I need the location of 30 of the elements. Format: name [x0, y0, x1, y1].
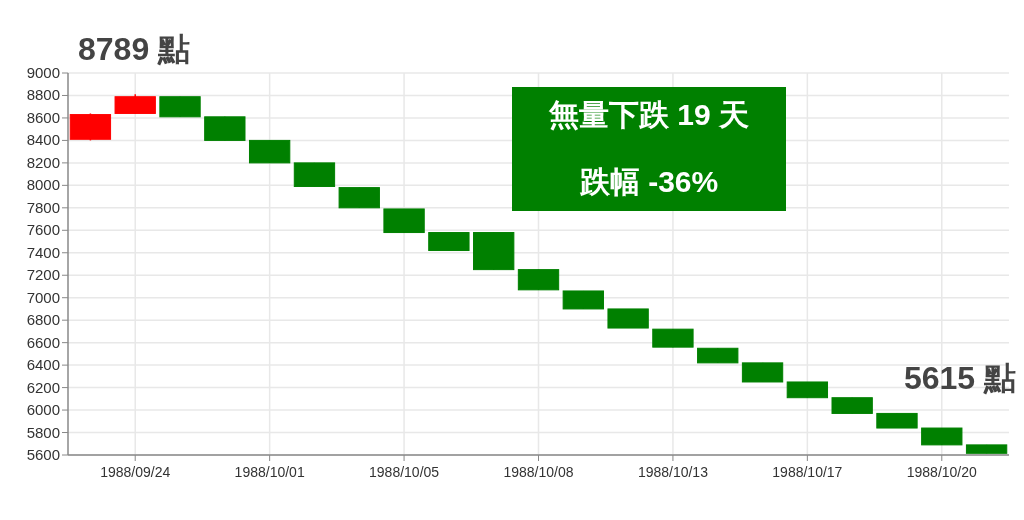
y-tick-label: 7600 [26, 221, 60, 239]
y-tick-label: 5600 [26, 446, 60, 463]
y-tick-label: 8000 [26, 176, 60, 194]
y-tick-label: 5800 [26, 423, 60, 441]
note-box: 無量下跌 19 天 跌幅 -36% [512, 87, 786, 211]
y-tick-label: 7000 [26, 288, 60, 306]
x-tick-label: 1988/10/08 [503, 464, 574, 480]
y-tick-label: 6600 [26, 333, 60, 351]
y-tick-label: 7800 [26, 198, 60, 216]
x-tick-label: 1988/10/13 [637, 464, 709, 480]
y-tick-label: 8800 [26, 86, 60, 104]
y-tick-label: 7200 [26, 266, 60, 284]
text: 8789 點 [78, 31, 191, 67]
x-tick-label: 1988/09/24 [100, 464, 171, 480]
y-tick-label: 8600 [26, 108, 60, 126]
y-tick-label: 6400 [26, 356, 60, 374]
x-tick-label: 1988/10/05 [369, 464, 440, 480]
y-tick-label: 6200 [26, 378, 60, 396]
annotation: 無量下跌 19 天 [547, 98, 750, 131]
x-tick-label: 1988/10/20 [906, 464, 978, 480]
annotation: 跌幅 -36% [578, 165, 719, 198]
y-tick-label: 6800 [26, 311, 60, 329]
y-tick-label: 8200 [26, 153, 60, 171]
y-tick-label: 7400 [26, 243, 60, 261]
x-tick-label: 1988/10/01 [234, 464, 305, 480]
x-tick-label: 1988/10/17 [772, 464, 843, 480]
y-tick-label: 9000 [26, 64, 60, 81]
annotation: 5615 點 [903, 360, 1016, 396]
y-tick-label: 8400 [26, 131, 60, 149]
y-tick-label: 6000 [26, 401, 60, 419]
